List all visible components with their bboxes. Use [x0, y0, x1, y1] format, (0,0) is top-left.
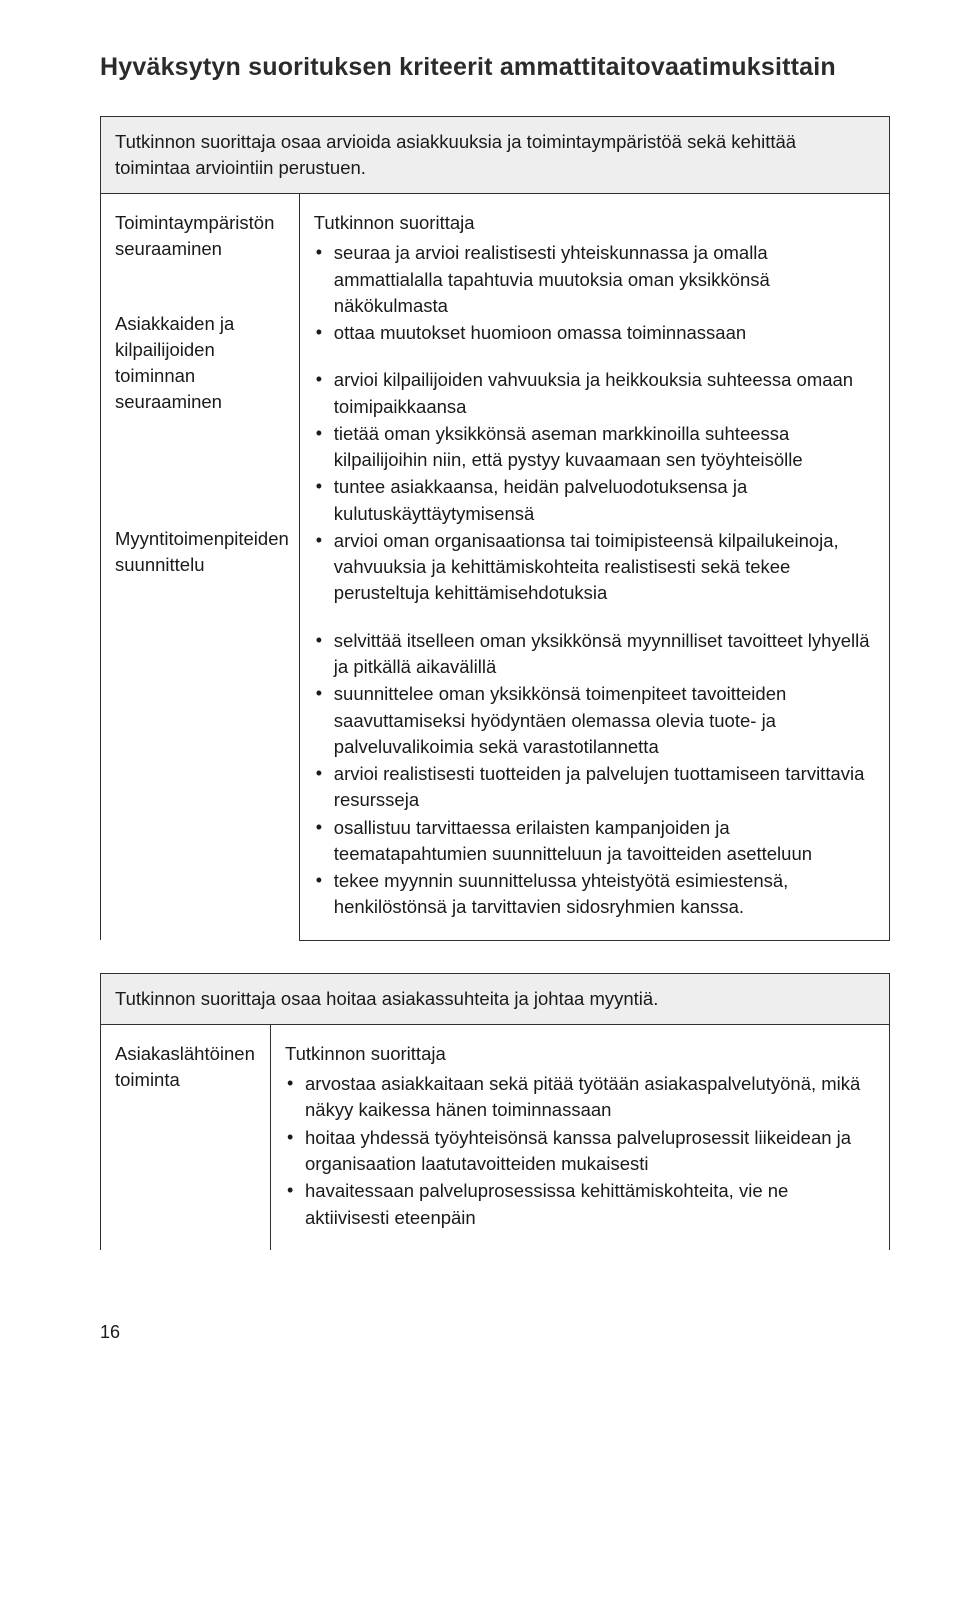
bullet-item: tuntee asiakkaansa, heidän palveluodotuk…: [314, 474, 875, 527]
subtitle-tutkinnon-1: Tutkinnon suorittaja: [314, 210, 875, 236]
bullet-item: hoitaa yhdessä työyhteisönsä kanssa palv…: [285, 1125, 875, 1178]
row-label-asiakaslahtoinen: Asiakaslähtöinen toiminta: [115, 1041, 260, 1094]
row-label-toimintaymparisto: Toimintaympäristön seuraaminen: [115, 210, 289, 263]
bullet-item: havaitessaan palveluprosessissa kehittäm…: [285, 1178, 875, 1231]
bullets-toimintaymparisto: seuraa ja arvioi realistisesti yhteiskun…: [314, 240, 875, 346]
bullet-item: arvostaa asiakkaitaan sekä pitää työtään…: [285, 1071, 875, 1124]
page-title: Hyväksytyn suorituksen kriteerit ammatti…: [100, 50, 890, 86]
bullets-asiakkaiden: arvioi kilpailijoiden vahvuuksia ja heik…: [314, 367, 875, 606]
bullet-item: selvittää itselleen oman yksikkönsä myyn…: [314, 628, 875, 681]
bullet-item: arvioi oman organisaationsa tai toimipis…: [314, 528, 875, 607]
table2-intro: Tutkinnon suorittaja osaa hoitaa asiakas…: [101, 973, 890, 1024]
row-label-asiakkaiden: Asiakkaiden ja kilpailijoiden toiminnan …: [115, 311, 289, 416]
table1-intro: Tutkinnon suorittaja osaa arvioida asiak…: [101, 116, 890, 194]
row-label-myyntitoimenpiteiden: Myyntitoimenpiteiden suunnittelu: [115, 526, 289, 579]
bullet-item: ottaa muutokset huomioon omassa toiminna…: [314, 320, 875, 346]
bullet-item: osallistuu tarvittaessa erilaisten kampa…: [314, 815, 875, 868]
criteria-table-1: Tutkinnon suorittaja osaa arvioida asiak…: [100, 116, 890, 941]
bullets-asiakaslahtoinen: arvostaa asiakkaitaan sekä pitää työtään…: [285, 1071, 875, 1231]
page-number: 16: [100, 1320, 890, 1346]
bullet-item: tekee myynnin suunnittelussa yhteistyötä…: [314, 868, 875, 921]
criteria-table-2: Tutkinnon suorittaja osaa hoitaa asiakas…: [100, 973, 890, 1250]
bullets-myyntitoimenpiteiden: selvittää itselleen oman yksikkönsä myyn…: [314, 628, 875, 921]
bullet-item: arvioi kilpailijoiden vahvuuksia ja heik…: [314, 367, 875, 420]
bullet-item: seuraa ja arvioi realistisesti yhteiskun…: [314, 240, 875, 319]
bullet-item: arvioi realistisesti tuotteiden ja palve…: [314, 761, 875, 814]
bullet-item: tietää oman yksikkönsä aseman markkinoil…: [314, 421, 875, 474]
subtitle-tutkinnon-2: Tutkinnon suorittaja: [285, 1041, 875, 1067]
bullet-item: suunnittelee oman yksikkönsä toimenpitee…: [314, 681, 875, 760]
